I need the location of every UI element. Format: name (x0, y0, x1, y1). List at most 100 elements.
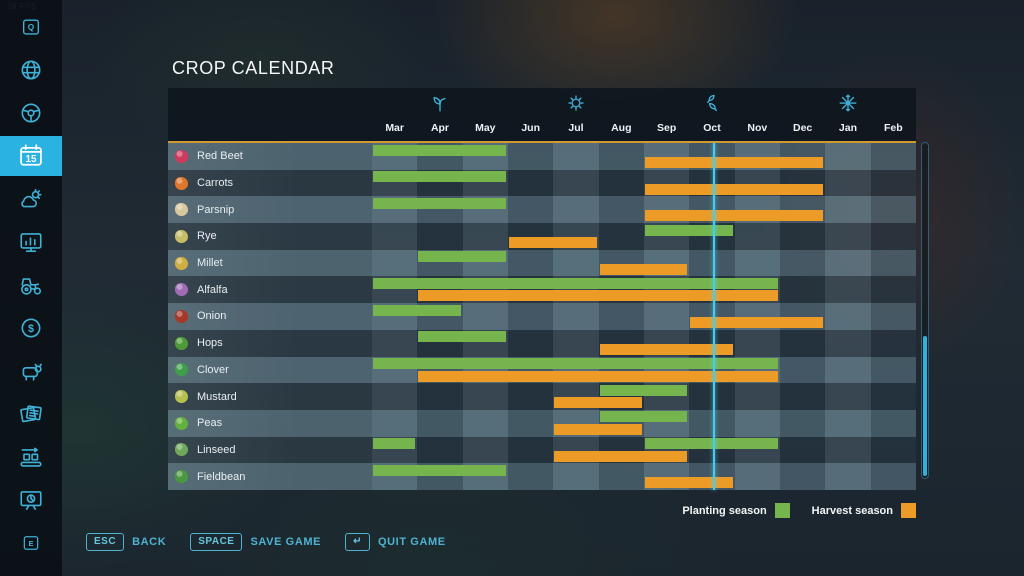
crop-label: Clover (168, 356, 372, 384)
calendar-cell (734, 463, 780, 490)
planting-bar (418, 331, 506, 343)
sidebar-item-calendar[interactable]: 15 (0, 136, 62, 176)
crop-name: Clover (197, 363, 229, 376)
calendar-cell (553, 143, 599, 170)
crop-row-carrots[interactable]: Carrots (168, 169, 916, 197)
calendar-cell (372, 409, 418, 437)
crop-row-peas[interactable]: Peas (168, 409, 916, 437)
sidebar-item-key-e[interactable]: E (0, 523, 62, 563)
crop-label: Fieldbean (168, 463, 372, 490)
sidebar-item-finances[interactable]: $ (0, 308, 62, 348)
calendar-cell (417, 383, 463, 410)
animals-icon (18, 358, 44, 384)
harvest-swatch (901, 503, 916, 518)
sidebar-item-contracts[interactable] (0, 394, 62, 434)
sidebar-item-vehicles[interactable] (0, 265, 62, 305)
calendar-cell (825, 383, 871, 410)
legend: Planting season Harvest season (168, 503, 916, 518)
map-icon (18, 57, 44, 83)
crop-row-hops[interactable]: Hops (168, 329, 916, 357)
calendar-cell (825, 249, 871, 277)
rye-icon (175, 229, 188, 243)
crop-row-millet[interactable]: Millet (168, 249, 916, 277)
calendar-cell (734, 329, 780, 357)
calendar-cell (825, 169, 871, 197)
harvest-bar (418, 370, 778, 382)
harvest-bar (599, 263, 688, 275)
crop-row-grid (372, 303, 916, 330)
crop-row-linseed[interactable]: Linseed (168, 436, 916, 464)
calendar-cell (462, 409, 508, 437)
calendar-cell (779, 223, 826, 250)
harvest-bar (690, 317, 824, 329)
weather-icon (18, 186, 44, 212)
sidebar-item-animals[interactable] (0, 351, 62, 391)
calendar-cell (507, 329, 554, 357)
sidebar-item-statistics[interactable] (0, 222, 62, 262)
keycap-↵: ↵ (345, 533, 370, 551)
planting-swatch (774, 503, 790, 518)
planting-bar (645, 224, 733, 236)
sidebar-item-map-overview[interactable] (0, 480, 62, 520)
crop-name: Red Beet (197, 150, 243, 163)
month-label: Jul (568, 122, 584, 134)
map-overview-icon (18, 487, 44, 513)
scrollbar-thumb[interactable] (923, 336, 927, 476)
sidebar-item-production-chains[interactable] (0, 437, 62, 477)
month-label: Aug (611, 122, 632, 134)
crop-row-red-beet[interactable]: Red Beet (168, 143, 916, 170)
crop-label: Rye (168, 223, 372, 250)
calendar-cell (417, 436, 463, 464)
scrollbar-track[interactable] (921, 142, 929, 479)
crop-row-parsnip[interactable]: Parsnip (168, 196, 916, 224)
crop-name: Alfalfa (197, 283, 228, 296)
calendar-cell (689, 383, 735, 410)
calendar-cell (372, 329, 418, 357)
sidebar-item-key-q[interactable]: Q (0, 7, 62, 47)
calendar-cell (372, 223, 418, 250)
calendar-cell (553, 329, 599, 357)
crop-row-fieldbean[interactable]: Fieldbean (168, 463, 916, 490)
crop-row-rye[interactable]: Rye (168, 223, 916, 250)
back-button[interactable]: ESC BACK (86, 533, 166, 551)
calendar-cell (598, 303, 644, 330)
mustard-icon (175, 390, 188, 404)
save-game-button[interactable]: SPACE SAVE GAME (190, 533, 321, 551)
crop-row-grid (372, 169, 916, 197)
calendar-cell (507, 249, 554, 277)
month-label: Dec (792, 122, 813, 134)
month-label: Jun (521, 122, 540, 134)
calendar-cell (417, 409, 463, 437)
sidebar-item-map[interactable] (0, 50, 62, 90)
planting-bar (373, 358, 778, 369)
calendar-cell (643, 303, 690, 330)
footer-button-bar: ESC BACK SPACE SAVE GAME ↵ QUIT GAME (86, 533, 446, 551)
planting-bar (599, 384, 688, 396)
crop-row-clover[interactable]: Clover (168, 356, 916, 384)
carrots-icon (175, 176, 188, 190)
sidebar-item-weather[interactable] (0, 179, 62, 219)
svg-text:Q: Q (28, 23, 35, 32)
sidebar-item-steering-wheel[interactable] (0, 93, 62, 133)
crop-label: Mustard (168, 383, 372, 410)
calendar-cell (870, 436, 916, 464)
button-label: SAVE GAME (250, 536, 322, 548)
crop-label: Millet (168, 249, 372, 277)
svg-text:15: 15 (25, 154, 37, 165)
crop-row-alfalfa[interactable]: Alfalfa (168, 276, 916, 304)
calendar-cell (870, 196, 916, 224)
calendar-cell (507, 383, 554, 410)
month-label: Nov (747, 122, 768, 134)
calendar-cell (553, 169, 599, 197)
calendar-cell (779, 249, 826, 277)
harvest-bar (599, 343, 733, 355)
crop-row-onion[interactable]: Onion (168, 303, 916, 330)
keycap-esc: ESC (86, 533, 125, 551)
calendar-cell (825, 143, 871, 170)
calendar-cell (779, 463, 826, 490)
current-day-indicator (712, 143, 715, 490)
harvest-bar (509, 237, 597, 249)
crop-row-mustard[interactable]: Mustard (168, 383, 916, 410)
page-title: CROP CALENDAR (172, 58, 335, 78)
quit-game-button[interactable]: ↵ QUIT GAME (345, 533, 446, 551)
